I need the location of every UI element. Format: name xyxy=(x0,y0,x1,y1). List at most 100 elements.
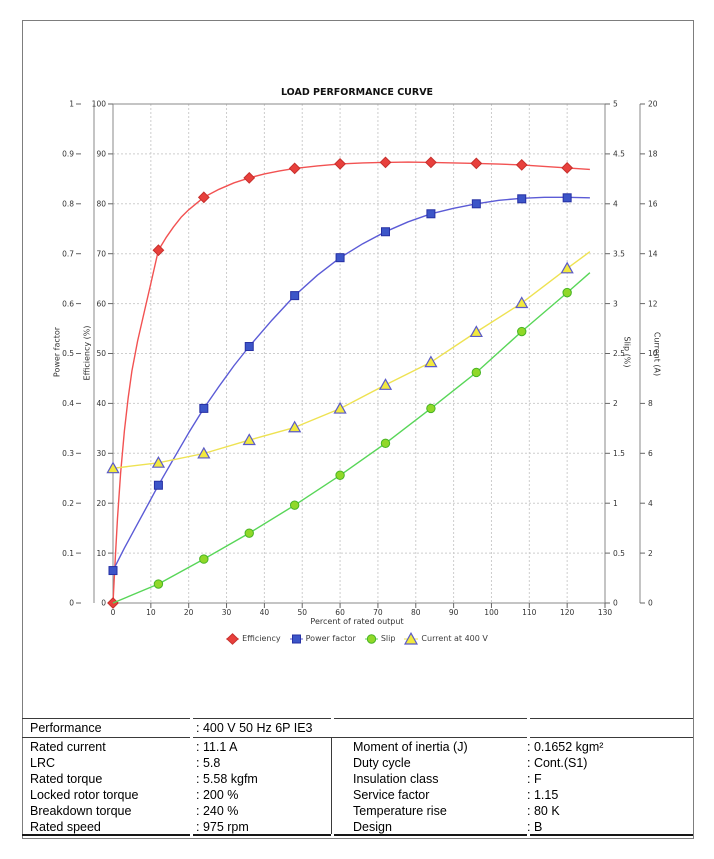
legend-item-efficiency: Efficiency xyxy=(226,632,281,645)
svg-text:4: 4 xyxy=(648,499,653,508)
row-label: Breakdown torque xyxy=(30,804,132,818)
svg-text:10: 10 xyxy=(146,608,156,617)
svg-text:70: 70 xyxy=(373,608,383,617)
row-value: : 1.15 xyxy=(527,788,559,802)
svg-text:0: 0 xyxy=(101,599,106,608)
efficiency-legend-marker-icon xyxy=(226,632,240,645)
svg-text:120: 120 xyxy=(560,608,575,617)
table-row: Rated current : 11.1 A Moment of inertia… xyxy=(22,739,693,755)
row-value: : 0.1652 kgm² xyxy=(527,740,604,754)
table-border-bottom xyxy=(22,834,693,836)
spec-table: Performance : 400 V 50 Hz 6P IE3 Rated c… xyxy=(22,718,693,836)
svg-text:18: 18 xyxy=(648,150,658,159)
x-axis-title: Percent of rated output xyxy=(310,617,404,626)
row-value: : 200 % xyxy=(196,788,239,802)
svg-text:6: 6 xyxy=(648,449,653,458)
svg-text:2.5: 2.5 xyxy=(613,349,625,358)
row-label: Performance xyxy=(30,721,102,735)
svg-text:1: 1 xyxy=(69,100,74,109)
slip-curve xyxy=(112,272,591,604)
row-value: : 80 K xyxy=(527,804,560,818)
svg-text:0: 0 xyxy=(648,599,653,608)
current-at-400-v-curve xyxy=(112,251,591,469)
svg-text:0.1: 0.1 xyxy=(62,549,74,558)
row-value: : 11.1 A xyxy=(196,740,238,754)
svg-text:3: 3 xyxy=(613,299,618,308)
row-value: : 5.58 kgfm xyxy=(196,772,258,786)
svg-text:0.8: 0.8 xyxy=(62,200,74,209)
svg-text:80: 80 xyxy=(96,200,106,209)
svg-text:2: 2 xyxy=(613,399,618,408)
svg-text:90: 90 xyxy=(96,150,106,159)
efficiency-tick-labels: 0 10 20 30 40 50 60 70 80 90 100 xyxy=(92,100,113,608)
svg-text:0.6: 0.6 xyxy=(62,299,74,308)
svg-text:0: 0 xyxy=(69,599,74,608)
legend-item-slip: Slip xyxy=(364,633,396,645)
row-value: : 240 % xyxy=(196,804,239,818)
svg-text:0.2: 0.2 xyxy=(62,499,74,508)
svg-text:1: 1 xyxy=(613,499,618,508)
table-row: LRC : 5.8 Duty cycle : Cont.(S1) xyxy=(22,755,693,771)
svg-text:70: 70 xyxy=(96,249,106,258)
chart-title: LOAD PERFORMANCE CURVE xyxy=(280,87,434,98)
svg-text:0: 0 xyxy=(613,599,618,608)
x-tick-labels: 0 10 20 30 40 50 60 70 80 90 100 110 120 130 xyxy=(111,603,612,617)
power-factor-axis-title: Power factor xyxy=(52,326,62,378)
current-tick-labels: 0 2 4 6 8 10 12 14 16 18 20 xyxy=(640,100,658,608)
row-label: Design xyxy=(353,820,392,834)
current-axis-title: Current (A) xyxy=(652,331,662,377)
row-label: Moment of inertia (J) xyxy=(353,740,468,754)
table-column-divider xyxy=(331,738,332,834)
table-border-middle xyxy=(22,737,693,738)
row-label: Rated speed xyxy=(30,820,101,834)
legend-item-current: Current at 400 V xyxy=(404,632,488,645)
efficiency-axis-title: Efficiency (%) xyxy=(82,325,92,381)
svg-text:0.7: 0.7 xyxy=(62,249,74,258)
svg-text:2: 2 xyxy=(648,549,653,558)
svg-text:12: 12 xyxy=(648,299,658,308)
svg-text:50: 50 xyxy=(297,608,307,617)
svg-text:40: 40 xyxy=(260,608,270,617)
table-body: Rated current : 11.1 A Moment of inertia… xyxy=(22,739,693,835)
power-factor-legend-marker-icon xyxy=(289,634,303,643)
slip-markers xyxy=(153,287,572,589)
table-row: Rated speed : 975 rpm Design : B xyxy=(22,819,693,835)
svg-text:30: 30 xyxy=(96,449,106,458)
legend-label: Efficiency xyxy=(242,634,281,643)
svg-text:0.3: 0.3 xyxy=(62,449,74,458)
row-label: Insulation class xyxy=(353,772,439,786)
svg-text:4: 4 xyxy=(613,200,618,209)
grid-lines xyxy=(113,104,605,603)
load-performance-plot: 00.10.20.30.40.50.60.70.80.9101020304050… xyxy=(62,100,658,617)
row-value: : F xyxy=(527,772,542,786)
svg-text:100: 100 xyxy=(92,100,107,109)
legend-item-power-factor: Power factor xyxy=(289,633,356,645)
svg-text:3.5: 3.5 xyxy=(613,249,625,258)
svg-text:1.5: 1.5 xyxy=(613,449,625,458)
svg-text:40: 40 xyxy=(96,399,106,408)
power_factor-tick-labels: 0 0.1 0.2 0.3 0.4 0.5 0.6 0.7 0.8 0.9 1 xyxy=(62,100,81,608)
table-row-performance: Performance : 400 V 50 Hz 6P IE3 xyxy=(22,720,693,737)
svg-text:60: 60 xyxy=(335,608,345,617)
svg-text:20: 20 xyxy=(96,499,106,508)
slip-tick-labels: 0 0.5 1 1.5 2 2.5 3 3.5 4 4.5 5 xyxy=(605,100,625,608)
svg-text:0.4: 0.4 xyxy=(62,399,74,408)
legend-label: Slip xyxy=(380,634,396,643)
svg-text:90: 90 xyxy=(449,608,459,617)
table-row: Locked rotor torque : 200 % Service fact… xyxy=(22,787,693,803)
svg-text:10: 10 xyxy=(648,349,658,358)
table-border-top xyxy=(22,718,693,719)
row-label: Rated torque xyxy=(30,772,103,786)
row-value: : 400 V 50 Hz 6P IE3 xyxy=(196,721,313,735)
row-value: : 5.8 xyxy=(196,756,221,770)
svg-text:5: 5 xyxy=(613,100,618,109)
table-row: Breakdown torque : 240 % Temperature ris… xyxy=(22,803,693,819)
svg-text:10: 10 xyxy=(96,549,106,558)
row-value: : 975 rpm xyxy=(196,820,249,834)
row-label: Temperature rise xyxy=(353,804,447,818)
svg-text:60: 60 xyxy=(96,299,106,308)
efficiency-curve xyxy=(112,161,590,604)
svg-text:0.5: 0.5 xyxy=(62,349,74,358)
svg-text:14: 14 xyxy=(648,249,658,258)
svg-text:100: 100 xyxy=(484,608,499,617)
